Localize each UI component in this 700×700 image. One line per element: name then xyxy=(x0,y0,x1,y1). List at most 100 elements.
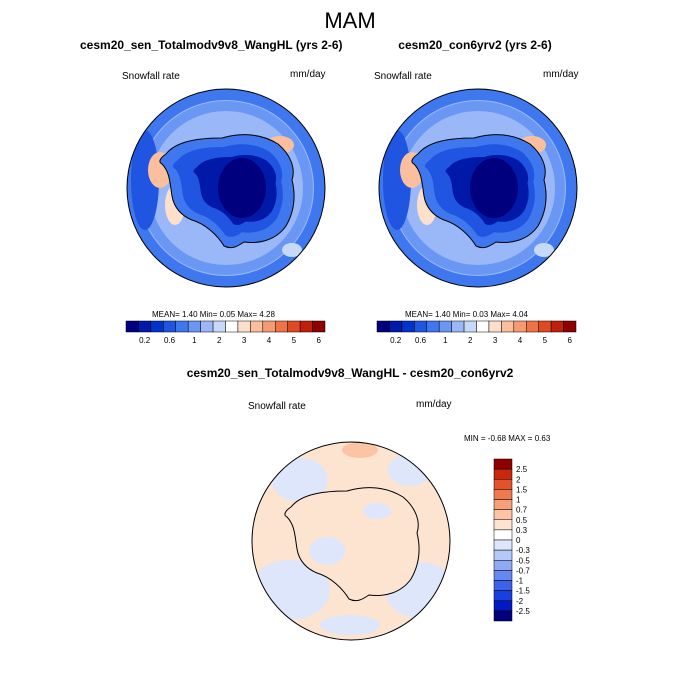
colorbar-2-swatch xyxy=(550,320,564,333)
colorbar-1-tick-label: 1 xyxy=(192,336,197,345)
panel-1-units-label: mm/day xyxy=(290,69,326,80)
colorbar-1-swatch xyxy=(175,320,189,333)
map-3-border xyxy=(251,441,451,641)
colorbar-3-tick-label: 2 xyxy=(516,475,521,484)
map-panel-3 xyxy=(252,442,450,640)
colorbar-1-tick-label: 3 xyxy=(242,336,247,345)
colorbar-1-tick-label: 0.6 xyxy=(164,336,176,345)
colorbar-3-tick-label: 1 xyxy=(516,496,521,505)
panel-3-stats: MIN = -0.68 MAX = 0.63 xyxy=(464,434,551,443)
colorbar-3-tick-label: -0.3 xyxy=(516,546,530,555)
colorbar-2-tick-label: 0.6 xyxy=(415,336,427,345)
colorbar-3-tick-label: -0.7 xyxy=(516,566,530,575)
colorbar-3-tick-label: 0.3 xyxy=(516,526,528,535)
colorbar-1-swatch xyxy=(200,320,214,333)
colorbar-2-tick-label: 5 xyxy=(543,336,548,345)
colorbar-1-swatch xyxy=(212,320,226,333)
colorbar-3-swatch xyxy=(493,509,513,520)
colorbar-2-swatch xyxy=(451,320,465,333)
colorbar-1-swatch xyxy=(225,320,239,333)
colorbar-3-swatch xyxy=(493,499,513,510)
colorbar-2-tick-label: 3 xyxy=(493,336,498,345)
colorbar-3-tick-label: 0.5 xyxy=(516,516,528,525)
colorbar-3-swatch xyxy=(493,468,513,480)
panel-3-variable-label: Snowfall rate xyxy=(248,401,306,412)
colorbar-3-swatch xyxy=(493,549,513,561)
colorbar-2-swatch xyxy=(389,320,403,333)
colorbar-3-swatch xyxy=(493,590,513,601)
panel-2-stats: MEAN= 1.40 Min= 0.03 Max= 4.04 xyxy=(405,310,528,319)
colorbar-3-swatch xyxy=(493,600,513,612)
colorbar-1-swatch xyxy=(125,320,139,333)
colorbar-3-swatch xyxy=(493,570,513,581)
colorbar-2-swatch xyxy=(563,320,577,333)
panel-1-title: cesm20_sen_Totalmodv9v8_WangHL (yrs 2-6) xyxy=(80,38,343,52)
colorbar-1-tick-label: 2 xyxy=(217,336,222,345)
colorbar-3-tick-label: 1.5 xyxy=(516,485,528,494)
map-2-border xyxy=(378,88,578,288)
colorbar-1-swatch xyxy=(138,320,152,333)
colorbar-panel-2: 0.2 0.6 1 2 3 4 5 6 xyxy=(376,320,577,345)
colorbar-2-swatch xyxy=(526,320,539,333)
colorbar-1-swatch xyxy=(299,320,313,333)
colorbar-2-swatch xyxy=(463,320,477,333)
colorbar-2-tick-label: 4 xyxy=(518,336,523,345)
colorbar-3-tick-label: 0.7 xyxy=(516,506,528,515)
colorbar-2-tick-label: 2 xyxy=(468,336,473,345)
colorbar-3-swatch xyxy=(493,539,513,551)
colorbar-3-tick-label: -1.5 xyxy=(516,587,530,596)
panel-2-variable-label: Snowfall rate xyxy=(374,71,432,82)
colorbar-2-tick-label: 0.2 xyxy=(390,336,402,345)
colorbar-1-tick-label: 5 xyxy=(292,336,297,345)
panel-1-variable-label: Snowfall rate xyxy=(122,71,180,82)
map-1-border xyxy=(126,88,326,288)
colorbar-2-tick-label: 1 xyxy=(443,336,448,345)
colorbar-2-swatch xyxy=(414,320,427,333)
colorbar-1-swatch xyxy=(187,320,201,333)
colorbar-2-swatch xyxy=(476,320,490,333)
colorbar-1-swatch xyxy=(312,320,326,333)
main-title: MAM xyxy=(324,8,376,33)
colorbar-1-tick-label: 6 xyxy=(317,336,322,345)
colorbar-3-swatch xyxy=(493,529,513,541)
panel-3-units-label: mm/day xyxy=(416,399,452,410)
colorbar-1-swatch xyxy=(250,320,264,333)
colorbar-2-swatch xyxy=(401,320,415,333)
colorbar-3-tick-label: 2.5 xyxy=(516,465,528,474)
colorbar-3-swatch xyxy=(493,519,513,531)
colorbar-panel-1: 0.2 0.6 1 2 3 4 5 6 xyxy=(125,320,326,345)
colorbar-2-tick-label: 6 xyxy=(568,336,573,345)
colorbar-3-tick-label: -2.5 xyxy=(516,607,530,616)
colorbar-3-swatch xyxy=(493,479,513,490)
colorbar-1-swatch xyxy=(163,320,176,333)
colorbar-1-swatch xyxy=(150,320,164,333)
colorbar-3-tick-label: -0.5 xyxy=(516,556,530,565)
colorbar-3-tick-label: -2 xyxy=(516,597,524,606)
colorbar-3-tick-label: 0 xyxy=(516,536,521,545)
colorbar-3-swatch xyxy=(493,610,513,622)
colorbar-2-swatch xyxy=(488,320,502,333)
colorbar-1-tick-label: 0.2 xyxy=(139,336,151,345)
colorbar-1-swatch xyxy=(262,320,276,333)
map-panel-1 xyxy=(127,89,325,287)
map-panel-2 xyxy=(379,89,577,287)
colorbar-2-swatch xyxy=(513,320,527,333)
colorbar-3-swatch xyxy=(493,489,513,500)
colorbar-3-tick-label: -1 xyxy=(516,577,524,586)
colorbar-3-swatch xyxy=(493,560,513,571)
colorbar-2-swatch xyxy=(426,320,440,333)
colorbar-2-swatch xyxy=(538,320,552,333)
colorbar-2-swatch xyxy=(438,320,452,333)
colorbar-2-swatch xyxy=(501,320,515,333)
panel-3-title: cesm20_sen_Totalmodv9v8_WangHL - cesm20_… xyxy=(186,366,514,380)
colorbar-1-swatch xyxy=(237,320,251,333)
panel-2-units-label: mm/day xyxy=(543,69,579,80)
panel-1-stats: MEAN= 1.40 Min= 0.05 Max= 4.28 xyxy=(152,310,275,319)
colorbar-2-swatch xyxy=(376,320,390,333)
panel-2-title: cesm20_con6yrv2 (yrs 2-6) xyxy=(398,38,552,52)
colorbar-1-swatch xyxy=(287,320,301,333)
colorbar-1-swatch xyxy=(275,320,288,333)
colorbar-difference: 2.521.5 10.70.50.30-0.3-0.5-0.7 -1-1.5-2-2… xyxy=(493,458,530,622)
colorbar-1-tick-label: 4 xyxy=(267,336,272,345)
